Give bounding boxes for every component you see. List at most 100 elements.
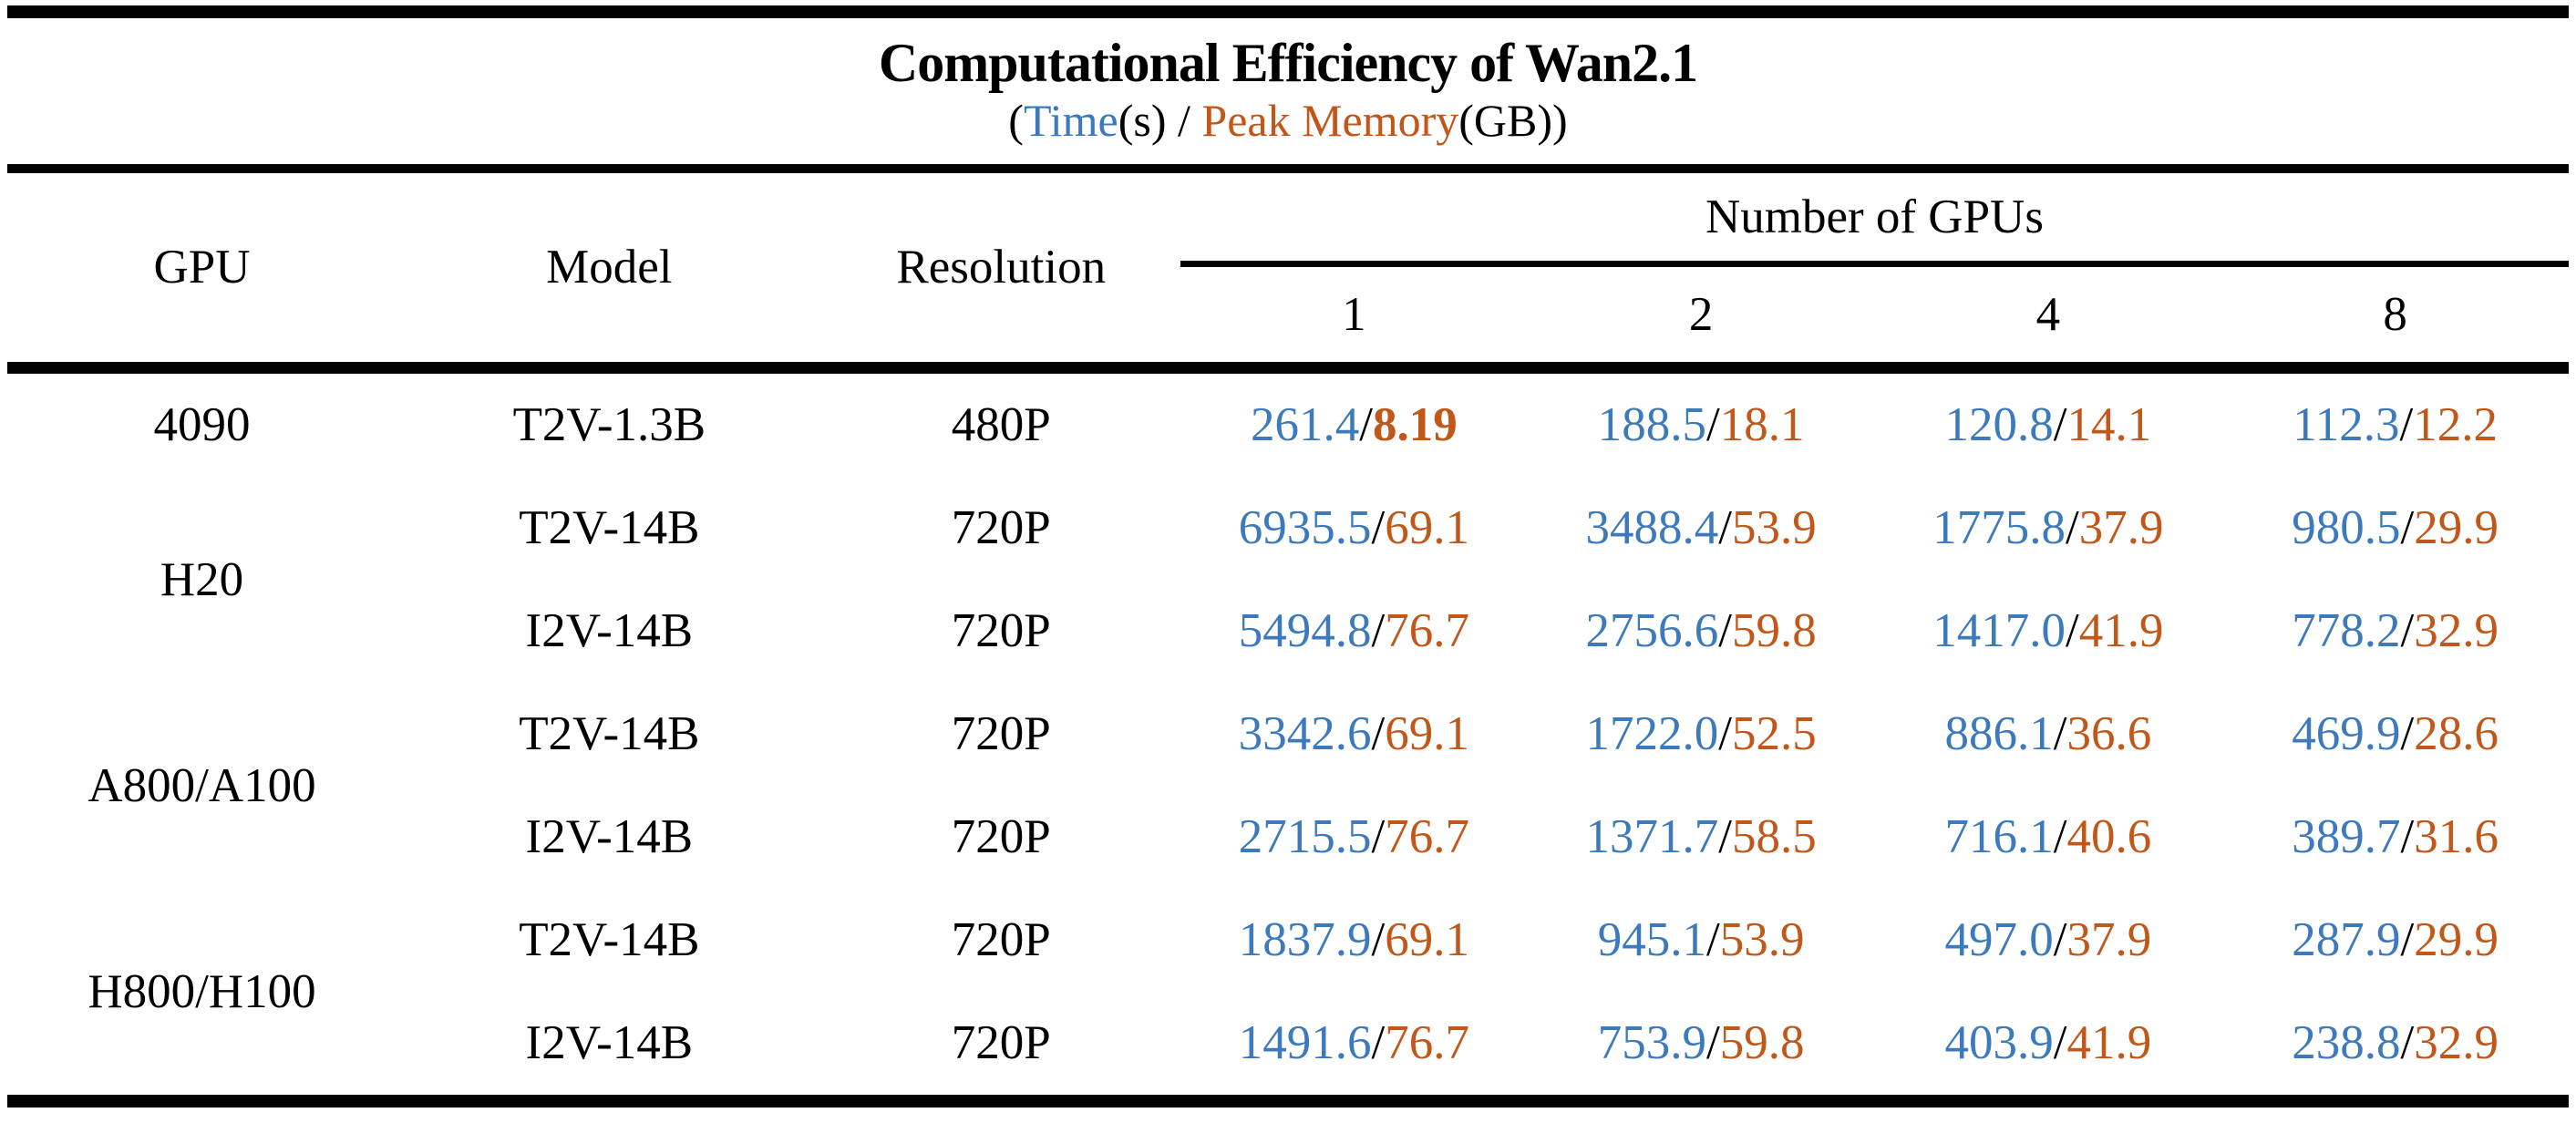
model-cell: T2V-14B (519, 501, 700, 554)
metric-cell: 188.5/18.1 (1528, 367, 1875, 477)
memory-value: 76.7 (1385, 1016, 1469, 1069)
subtitle-separator: / (1166, 95, 1202, 146)
metric-cell: 2756.6/59.8 (1528, 580, 1875, 683)
slash: / (1718, 810, 1732, 863)
subtitle-time-label: Time (1023, 95, 1118, 146)
caption-cell: Computational Efficiency of Wan2.1 (Time… (7, 12, 2569, 173)
resolution-cell: 720P (951, 1016, 1051, 1069)
header-gpu-count-4: 4 (1874, 263, 2222, 374)
time-value: 2715.5 (1238, 810, 1372, 863)
memory-value: 36.6 (2066, 707, 2152, 760)
metric-cell: 1417.0/41.9 (1874, 580, 2221, 683)
metric-cell: 945.1/53.9 (1528, 889, 1875, 992)
metric-cell: 6935.5/69.1 (1180, 477, 1528, 580)
memory-value: 32.9 (2414, 604, 2499, 657)
header-resolution: Resolution (821, 168, 1180, 374)
metric-cell: 716.1/40.6 (1874, 786, 2221, 889)
memory-value: 52.5 (1731, 707, 1817, 760)
time-value: 403.9 (1944, 1016, 2054, 1069)
header-group-row: GPU Model Resolution Number of GPUs (7, 168, 2569, 374)
resolution-cell: 720P (951, 604, 1051, 657)
table-subtitle: (Time(s) / Peak Memory(GB)) (7, 95, 2569, 148)
subtitle-time-unit: (s) (1118, 95, 1167, 146)
model-cell: T2V-1.3B (512, 398, 706, 451)
time-value: 5494.8 (1238, 604, 1372, 657)
slash: / (1718, 604, 1732, 657)
slash: / (1371, 604, 1386, 657)
slash: / (2053, 913, 2067, 966)
gpu-cell: 4090 (153, 398, 251, 451)
subtitle-open-paren: ( (1008, 95, 1024, 146)
time-value: 1775.8 (1932, 501, 2066, 554)
model-cell: T2V-14B (519, 913, 700, 966)
time-value: 1417.0 (1932, 604, 2066, 657)
memory-value: 40.6 (2066, 810, 2152, 863)
resolution-cell: 480P (951, 398, 1051, 451)
subtitle-memory-unit: (GB)) (1458, 95, 1568, 146)
slash: / (1371, 1016, 1386, 1069)
time-value: 945.1 (1597, 913, 1706, 966)
memory-value: 14.1 (2066, 398, 2152, 451)
slash: / (2400, 604, 2415, 657)
gpu-cell: A800/A100 (88, 758, 316, 812)
slash: / (1718, 707, 1732, 760)
memory-value: 69.1 (1385, 707, 1469, 760)
resolution-cell: 720P (951, 810, 1051, 863)
header-gpu-count-1: 1 (1180, 263, 1528, 374)
table-row: H800/H100 T2V-14B 720P 1837.9/69.1 945.1… (7, 889, 2569, 1018)
slash: / (2400, 810, 2415, 863)
table-row: I2V-14B 720P 2715.5/76.7 1371.7/58.5 716… (7, 786, 2569, 889)
header-gpu-count-group: Number of GPUs (1180, 168, 2569, 267)
resolution-cell: 720P (951, 913, 1051, 966)
efficiency-table: Computational Efficiency of Wan2.1 (Time… (7, 5, 2569, 1108)
slash: / (1371, 913, 1386, 966)
time-value: 469.9 (2292, 707, 2401, 760)
metric-cell: 1491.6/76.7 (1180, 992, 1528, 1101)
memory-value: 59.8 (1731, 604, 1817, 657)
metric-cell: 1371.7/58.5 (1528, 786, 1875, 889)
time-value: 778.2 (2292, 604, 2401, 657)
memory-value: 29.9 (2414, 501, 2499, 554)
slash: / (1371, 707, 1386, 760)
time-value: 261.4 (1250, 398, 1360, 451)
slash: / (1371, 810, 1386, 863)
slash: / (1359, 398, 1373, 451)
metric-cell: 3342.6/69.1 (1180, 683, 1528, 786)
table-row: A800/A100 T2V-14B 720P 3342.6/69.1 1722.… (7, 683, 2569, 812)
metric-cell: 238.8/32.9 (2221, 992, 2569, 1101)
header-model: Model (397, 168, 822, 374)
header-gpu-count-2: 2 (1527, 263, 1875, 374)
time-value: 287.9 (2292, 913, 2401, 966)
metric-cell: 1775.8/37.9 (1874, 477, 2221, 580)
metric-cell: 403.9/41.9 (1874, 992, 2221, 1101)
metric-cell: 778.2/32.9 (2221, 580, 2569, 683)
metric-cell: 3488.4/53.9 (1528, 477, 1875, 580)
metric-cell: 261.4/8.19 (1180, 367, 1528, 477)
memory-value: 53.9 (1731, 501, 1817, 554)
memory-value: 28.6 (2414, 707, 2499, 760)
memory-value: 37.9 (2066, 913, 2152, 966)
resolution-cell: 720P (951, 707, 1051, 760)
slash: / (2399, 398, 2414, 451)
slash: / (2400, 501, 2415, 554)
gpu-cell: H800/H100 (88, 964, 316, 1018)
memory-value: 41.9 (2078, 604, 2164, 657)
metric-cell: 389.7/31.6 (2221, 786, 2569, 889)
time-value: 1491.6 (1238, 1016, 1372, 1069)
memory-value: 8.19 (1372, 398, 1458, 451)
time-value: 980.5 (2292, 501, 2401, 554)
memory-value: 53.9 (1719, 913, 1805, 966)
memory-value: 69.1 (1385, 501, 1469, 554)
slash: / (2065, 501, 2079, 554)
metric-cell: 1722.0/52.5 (1528, 683, 1875, 786)
memory-value: 58.5 (1731, 810, 1817, 863)
subtitle-memory-label: Peak Memory (1201, 95, 1459, 146)
time-value: 753.9 (1597, 1016, 1706, 1069)
header-gpu: GPU (7, 168, 397, 374)
metric-cell: 5494.8/76.7 (1180, 580, 1528, 683)
resolution-cell: 720P (951, 501, 1051, 554)
slash: / (1371, 501, 1386, 554)
slash: / (2053, 1016, 2067, 1069)
memory-value: 76.7 (1385, 810, 1469, 863)
table-row: 4090 T2V-1.3B 480P 261.4/8.19 188.5/18.1… (7, 367, 2569, 477)
